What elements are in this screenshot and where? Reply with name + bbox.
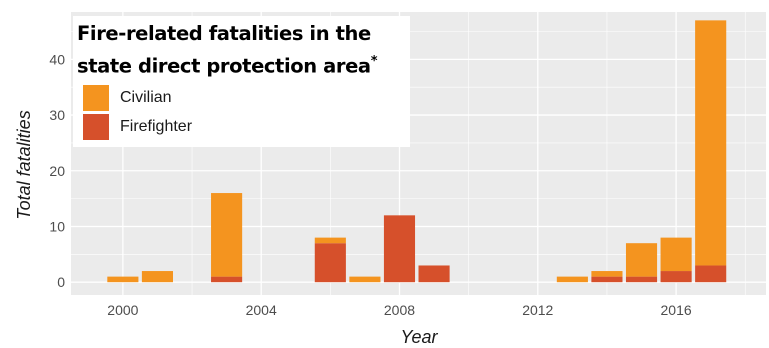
bar-firefighter-2014	[591, 276, 623, 283]
bar-civilian-2000	[107, 276, 139, 283]
bar-civilian-2017	[695, 20, 727, 266]
bar-civilian-2001	[141, 271, 174, 283]
bar-firefighter-2015	[625, 276, 658, 283]
x-tick-label-2004: 2004	[246, 302, 277, 318]
x-tick-label-2012: 2012	[522, 302, 553, 318]
legend-label-firefighter: Firefighter	[120, 118, 193, 135]
bar-civilian-2016	[660, 237, 692, 272]
y-axis-title: Total fatalities	[14, 110, 34, 219]
legend-label-civilian: Civilian	[120, 89, 172, 106]
legend-item-civilian: Civilian	[83, 85, 172, 111]
x-tick-label-2008: 2008	[384, 302, 415, 318]
y-tick-labels: 0 10 20 30 40	[49, 51, 65, 290]
bars	[107, 20, 727, 283]
chart-title-line-1: Fire-related fatalities in the	[77, 22, 371, 45]
bar-civilian-2003	[211, 193, 243, 277]
chart-title: Fire-related fatalities in the state dir…	[77, 20, 407, 81]
chart-title-line-2: state direct protection area	[77, 54, 371, 78]
bar-civilian-2014	[591, 271, 623, 277]
legend: Fire-related fatalities in the state dir…	[73, 16, 410, 147]
y-tick-label-0: 0	[57, 274, 65, 290]
chart-title-footnote-mark: *	[370, 54, 378, 69]
bar-civilian-2013	[556, 276, 588, 283]
legend-item-firefighter: Firefighter	[83, 114, 192, 140]
bar-firefighter-2006	[314, 243, 346, 283]
bar-firefighter-2009	[418, 265, 450, 283]
x-tick-labels: 2000 2004 2008 2012 2016	[107, 302, 692, 318]
bar-firefighter-2016	[660, 271, 692, 283]
x-tick-label-2000: 2000	[107, 302, 138, 318]
y-tick-label-20: 20	[49, 163, 65, 179]
bar-firefighter-2003	[211, 276, 243, 283]
bar-civilian-2006	[314, 237, 346, 244]
y-tick-label-30: 30	[49, 107, 65, 123]
legend-swatch-civilian	[83, 85, 109, 111]
y-tick-label-40: 40	[49, 51, 65, 67]
x-tick-label-2016: 2016	[661, 302, 692, 318]
y-tick-label-10: 10	[49, 218, 65, 234]
bar-civilian-2007	[349, 276, 381, 283]
bar-civilian-2015	[625, 243, 658, 277]
bar-firefighter-2008	[383, 215, 416, 283]
bar-firefighter-2017	[695, 265, 727, 283]
legend-swatch-firefighter	[83, 114, 109, 140]
x-axis-title: Year	[400, 327, 438, 347]
